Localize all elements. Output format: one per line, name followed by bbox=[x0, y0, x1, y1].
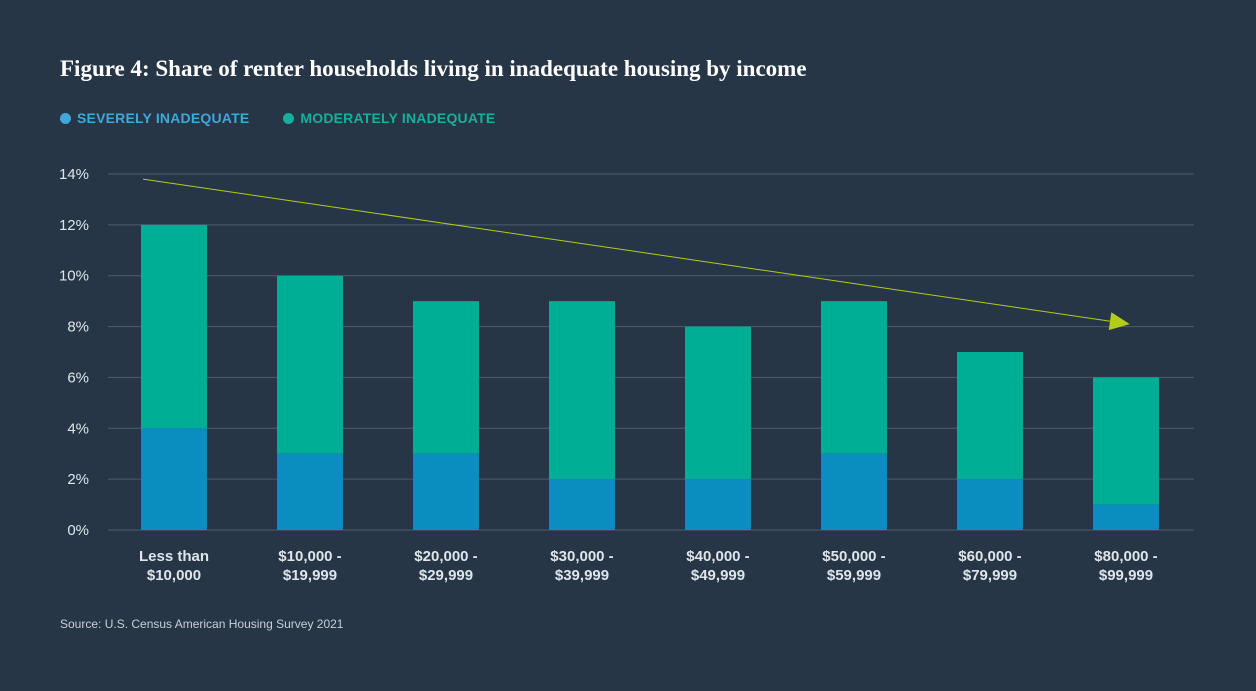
y-tick-label: 0% bbox=[67, 522, 89, 539]
chart-title: Figure 4: Share of renter households liv… bbox=[60, 56, 807, 81]
bar-severely bbox=[413, 453, 479, 530]
bar-moderately bbox=[821, 301, 887, 454]
x-tick-label: $50,000 -$59,999 bbox=[822, 548, 885, 584]
x-tick-label: $40,000 -$49,999 bbox=[686, 548, 749, 584]
y-tick-label: 10% bbox=[59, 268, 89, 285]
bar-moderately bbox=[277, 275, 343, 454]
bar-severely bbox=[957, 479, 1023, 530]
bar-moderately bbox=[1093, 377, 1159, 505]
bar-moderately bbox=[549, 301, 615, 480]
bar-chart: 0% 2% 4% 6% 8% 10% 12% 14% Less than $10,000 $10,0… bbox=[59, 166, 1194, 584]
x-tick-label: Less than $10,000 bbox=[139, 548, 209, 584]
legend-dot-severely bbox=[60, 112, 71, 124]
bar-moderately bbox=[957, 352, 1023, 480]
x-tick-label: $10,000 -$19,999 bbox=[278, 548, 341, 584]
y-tick-label: 8% bbox=[67, 319, 89, 336]
legend-item-moderately: MODERATELY INADEQUATE bbox=[283, 110, 495, 126]
y-tick-label: 6% bbox=[67, 369, 89, 386]
bar-severely bbox=[549, 479, 615, 530]
legend-item-severely: SEVERELY INADEQUATE bbox=[60, 110, 249, 126]
legend-label-moderately: MODERATELY INADEQUATE bbox=[300, 110, 496, 126]
legend: SEVERELY INADEQUATE MODERATELY INADEQUAT… bbox=[60, 110, 495, 126]
y-tick-label: 14% bbox=[59, 166, 89, 183]
bar-severely bbox=[277, 453, 343, 530]
legend-dot-moderately bbox=[283, 112, 295, 124]
trend-arrow-line bbox=[142, 178, 1113, 322]
bar-severely bbox=[685, 479, 751, 530]
bar-severely bbox=[141, 428, 207, 530]
bar-moderately bbox=[685, 326, 751, 480]
x-tick-label: $80,000 -$99,999 bbox=[1094, 548, 1157, 584]
source-note: Source: U.S. Census American Housing Sur… bbox=[60, 617, 344, 631]
bar-severely bbox=[821, 453, 887, 530]
trend-arrow-head bbox=[1108, 312, 1130, 331]
x-tick-label: $60,000 -$79,999 bbox=[958, 548, 1021, 584]
x-tick-label: $30,000 -$39,999 bbox=[550, 548, 613, 584]
y-tick-label: 12% bbox=[59, 217, 89, 234]
bar-severely bbox=[1093, 504, 1159, 530]
y-tick-label: 4% bbox=[67, 420, 89, 437]
bar-moderately bbox=[141, 224, 207, 429]
y-tick-label: 2% bbox=[67, 471, 89, 488]
bar-moderately bbox=[413, 301, 479, 454]
legend-label-severely: SEVERELY INADEQUATE bbox=[77, 110, 250, 126]
x-tick-label: $20,000 -$29,999 bbox=[414, 548, 477, 584]
